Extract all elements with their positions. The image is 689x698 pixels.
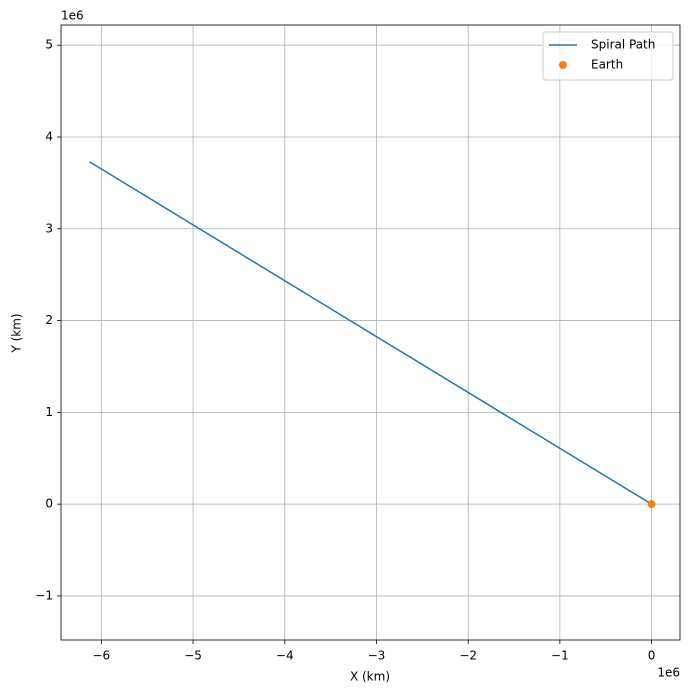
x-tick-label: −4 xyxy=(276,649,294,663)
y-tick-label: 4 xyxy=(45,129,53,143)
x-tick-label: −5 xyxy=(184,649,202,663)
y-offset-label: 1e6 xyxy=(61,9,84,23)
x-tick-label: −1 xyxy=(551,649,569,663)
legend-swatch xyxy=(559,61,567,69)
axes-frame xyxy=(60,24,681,641)
x-axis-label: X (km) xyxy=(350,670,390,684)
y-tick-label: 3 xyxy=(45,221,53,235)
x-tick-label: −2 xyxy=(459,649,477,663)
y-tick-label: 2 xyxy=(45,313,53,327)
y-axis-label: Y (km) xyxy=(10,313,24,353)
series-line xyxy=(89,161,652,505)
y-tick-label: 1 xyxy=(45,405,53,419)
legend-box xyxy=(542,31,674,81)
x-tick-label: −6 xyxy=(92,649,110,663)
y-tick-label: 0 xyxy=(45,497,53,511)
x-offset-label: 1e6 xyxy=(657,666,680,680)
x-tick-label: −3 xyxy=(368,649,386,663)
legend-label: Spiral Path xyxy=(591,38,655,52)
y-tick-label: −1 xyxy=(35,588,53,602)
y-tick-label: 5 xyxy=(45,38,53,52)
legend-label: Earth xyxy=(591,58,623,72)
x-tick-label: 0 xyxy=(648,649,656,663)
point xyxy=(647,500,656,509)
